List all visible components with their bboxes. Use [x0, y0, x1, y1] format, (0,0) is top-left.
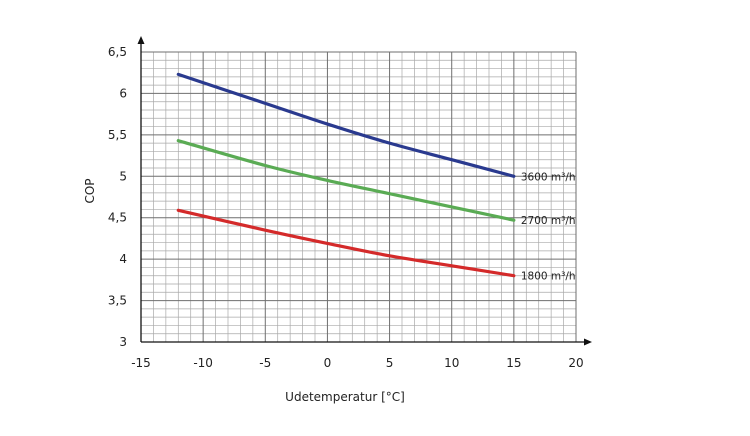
x-tick-label: 5	[386, 356, 394, 370]
x-tick-label: 0	[324, 356, 332, 370]
y-axis-title: COP	[83, 178, 97, 203]
y-tick-label: 3	[119, 335, 127, 349]
series-lines	[176, 72, 516, 278]
y-tick-label: 6	[119, 86, 127, 100]
x-tick-label: -15	[131, 356, 151, 370]
x-tick-label: 10	[444, 356, 459, 370]
y-tick-label: 6,5	[108, 45, 127, 59]
series-line	[176, 72, 516, 178]
series-label: 2700 m³/h	[521, 215, 576, 227]
y-tick-label: 3,5	[108, 294, 127, 308]
series-label: 1800 m³/h	[521, 271, 576, 283]
series-line	[176, 208, 516, 278]
y-tick-label: 5,5	[108, 128, 127, 142]
y-tick-label: 4,5	[108, 211, 127, 225]
y-tick-labels: 3 3,5 4 4,5 5 5,5 6 6,5	[108, 45, 127, 349]
x-tick-labels: -15 -10 -5 0 5 10 15 20	[131, 356, 583, 370]
x-tick-label: 20	[568, 356, 583, 370]
x-axis-title: Udetemperatur [°C]	[285, 390, 405, 404]
y-axis-arrow	[137, 36, 145, 44]
y-tick-label: 5	[119, 169, 127, 183]
series-label: 3600 m³/h	[521, 171, 576, 183]
series-line	[176, 139, 516, 222]
x-tick-label: -5	[259, 356, 271, 370]
y-tick-label: 4	[119, 252, 127, 266]
grid-major	[140, 51, 577, 343]
x-tick-label: -10	[193, 356, 213, 370]
series-labels: 3600 m³/h 2700 m³/h 1800 m³/h	[521, 171, 576, 282]
axes	[137, 36, 592, 346]
grid-minor	[141, 52, 576, 342]
x-tick-label: 15	[506, 356, 521, 370]
x-axis-arrow	[584, 338, 592, 346]
